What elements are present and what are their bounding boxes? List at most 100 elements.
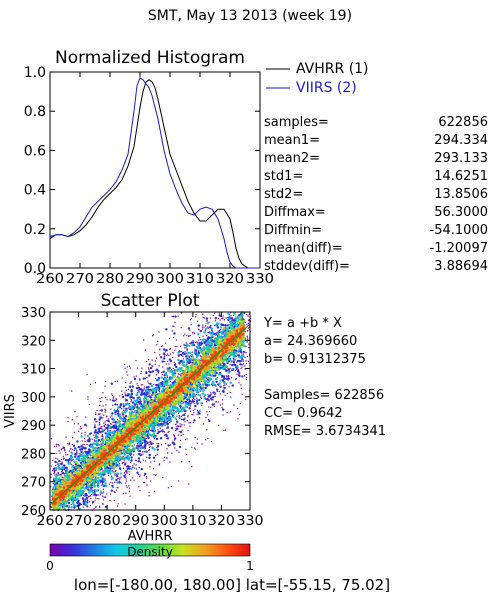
density-point xyxy=(164,361,166,363)
density-point xyxy=(169,461,171,463)
density-point xyxy=(221,403,224,405)
density-point xyxy=(95,436,98,439)
density-point xyxy=(129,465,131,467)
density-point xyxy=(116,472,120,475)
density-point xyxy=(119,479,121,481)
density-point xyxy=(148,371,150,373)
density-point xyxy=(239,413,241,415)
density-point xyxy=(84,423,87,426)
density-point xyxy=(192,409,194,411)
density-point xyxy=(170,386,173,388)
density-point xyxy=(215,380,218,384)
density-point xyxy=(237,315,239,317)
density-point xyxy=(86,485,88,487)
density-point xyxy=(94,449,97,452)
density-point xyxy=(159,349,161,351)
density-point xyxy=(151,359,153,361)
density-point xyxy=(119,413,121,415)
density-point xyxy=(83,499,85,501)
density-point xyxy=(210,393,212,395)
density-point xyxy=(106,432,110,435)
density-point xyxy=(109,499,111,501)
density-point xyxy=(164,425,166,427)
density-point xyxy=(227,371,230,374)
density-point xyxy=(219,326,223,329)
density-point xyxy=(203,396,205,398)
density-point xyxy=(123,453,126,456)
density-point xyxy=(175,379,177,381)
density-point xyxy=(55,443,58,445)
density-point xyxy=(224,368,227,370)
density-point xyxy=(210,329,213,331)
density-point xyxy=(194,404,197,408)
density-point xyxy=(194,349,198,352)
density-point xyxy=(103,496,105,498)
density-point xyxy=(195,393,197,396)
density-point xyxy=(148,444,150,446)
density-point xyxy=(164,376,166,379)
density-point xyxy=(175,365,178,369)
density-point xyxy=(206,322,209,325)
density-point xyxy=(80,445,83,448)
density-point xyxy=(216,390,218,392)
density-point xyxy=(210,327,213,330)
density-point xyxy=(116,475,119,478)
density-point xyxy=(141,388,143,390)
density-point xyxy=(208,321,210,323)
density-point xyxy=(188,407,191,410)
density-point xyxy=(61,448,63,450)
density-point xyxy=(67,505,71,509)
density-point xyxy=(121,463,123,465)
density-point xyxy=(150,480,152,482)
density-point xyxy=(144,472,147,476)
density-point xyxy=(102,445,104,447)
density-point xyxy=(245,338,247,340)
density-point xyxy=(197,345,200,348)
density-point xyxy=(139,379,141,381)
density-point xyxy=(210,325,212,327)
density-point xyxy=(222,340,224,342)
density-point xyxy=(65,459,68,462)
density-point xyxy=(246,355,248,357)
density-point xyxy=(99,427,102,430)
density-point xyxy=(68,498,70,501)
density-point xyxy=(240,384,242,386)
density-point xyxy=(136,471,139,474)
density-point xyxy=(102,499,105,501)
density-point xyxy=(165,363,167,365)
density-point xyxy=(50,476,52,478)
density-point xyxy=(112,482,114,484)
density-point xyxy=(194,448,196,450)
density-point xyxy=(115,409,118,413)
density-point xyxy=(210,392,212,394)
density-point xyxy=(222,367,225,370)
density-point xyxy=(112,418,116,422)
density-point xyxy=(68,461,70,463)
density-point xyxy=(72,437,74,439)
stat-value: 3.88694 xyxy=(434,259,488,274)
density-point xyxy=(242,353,244,355)
density-point xyxy=(207,378,209,380)
density-point xyxy=(136,409,138,411)
density-point xyxy=(90,497,92,500)
density-point xyxy=(114,481,116,483)
density-point xyxy=(206,320,208,322)
density-point xyxy=(126,486,128,488)
density-point xyxy=(116,412,120,415)
density-point xyxy=(102,483,104,485)
density-point xyxy=(145,477,147,479)
density-point xyxy=(194,408,196,410)
density-point xyxy=(123,461,125,464)
density-point xyxy=(191,413,193,415)
density-point xyxy=(148,449,151,451)
density-point xyxy=(57,473,59,475)
density-point xyxy=(231,319,235,322)
density-point xyxy=(151,429,154,432)
density-point xyxy=(210,374,214,377)
density-point xyxy=(124,415,128,418)
density-point xyxy=(193,402,195,404)
density-point xyxy=(99,397,101,400)
density-point xyxy=(192,341,195,344)
density-point xyxy=(185,364,187,366)
